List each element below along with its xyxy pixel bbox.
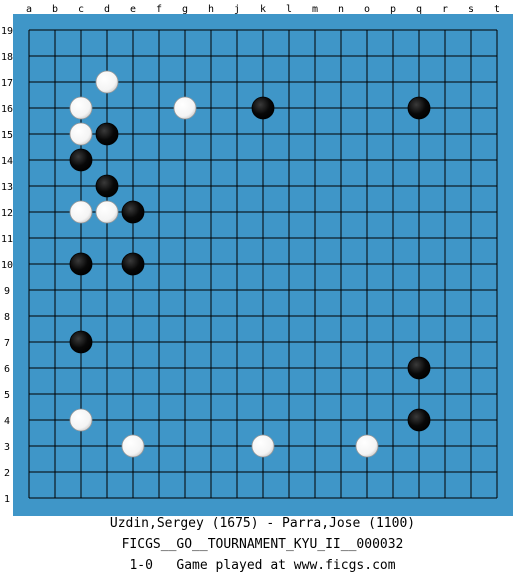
row-label: 6 bbox=[4, 364, 10, 375]
black-stone-c10 bbox=[69, 252, 93, 276]
white-stone-c15 bbox=[69, 122, 93, 146]
row-label: 11 bbox=[1, 234, 13, 245]
black-stone-c14 bbox=[69, 148, 93, 172]
result-caption: 1-0 Game played at www.ficgs.com bbox=[129, 558, 396, 573]
column-label: f bbox=[156, 4, 162, 15]
column-label: r bbox=[442, 4, 448, 15]
column-label: g bbox=[182, 4, 188, 15]
column-label: o bbox=[364, 4, 370, 15]
column-label: t bbox=[494, 4, 500, 15]
black-stone-c7 bbox=[69, 330, 93, 354]
players-caption: Uzdin,Sergey (1675) - Parra,Jose (1100) bbox=[109, 516, 416, 531]
row-label: 12 bbox=[1, 208, 13, 219]
black-stone-q16 bbox=[407, 96, 431, 120]
event-caption: FICGS__GO__TOURNAMENT_KYU_II__000032 bbox=[121, 537, 404, 552]
column-label: l bbox=[286, 4, 292, 15]
black-stone-d15 bbox=[95, 122, 119, 146]
white-stone-k3 bbox=[251, 434, 275, 458]
white-stone-d17 bbox=[95, 70, 119, 94]
black-stone-e10 bbox=[121, 252, 145, 276]
column-label: a bbox=[26, 4, 32, 15]
row-label: 3 bbox=[4, 442, 10, 453]
white-stone-d12 bbox=[95, 200, 119, 224]
column-label: b bbox=[52, 4, 58, 15]
column-label: k bbox=[260, 4, 266, 15]
row-label: 18 bbox=[1, 52, 13, 63]
white-stone-c4 bbox=[69, 408, 93, 432]
column-label: j bbox=[234, 4, 240, 15]
column-label: c bbox=[78, 4, 84, 15]
white-stone-c16 bbox=[69, 96, 93, 120]
black-stone-q4 bbox=[407, 408, 431, 432]
row-label: 15 bbox=[1, 130, 13, 141]
go-board-svg: a b c d e f g h j k l m n o p q r s t191817161514131211109… bbox=[0, 4, 513, 516]
row-label: 13 bbox=[1, 182, 13, 193]
row-label: 16 bbox=[1, 104, 13, 115]
black-stone-k16 bbox=[251, 96, 275, 120]
column-label: d bbox=[104, 4, 110, 15]
column-label: n bbox=[338, 4, 344, 15]
white-stone-e3 bbox=[121, 434, 145, 458]
column-label: h bbox=[208, 4, 214, 15]
row-label: 2 bbox=[4, 468, 10, 479]
row-label: 4 bbox=[4, 416, 10, 427]
row-label: 19 bbox=[1, 26, 13, 37]
column-label: p bbox=[390, 4, 396, 15]
row-label: 14 bbox=[1, 156, 13, 167]
row-label: 10 bbox=[1, 260, 13, 271]
white-stone-c12 bbox=[69, 200, 93, 224]
white-stone-g16 bbox=[173, 96, 197, 120]
black-stone-q6 bbox=[407, 356, 431, 380]
row-label: 1 bbox=[4, 494, 10, 505]
black-stone-e12 bbox=[121, 200, 145, 224]
go-board: a b c d e f g h j k l m n o p q r s t 19 18 17 16 15 14 13 12 11 10 9… bbox=[0, 4, 513, 516]
column-label: m bbox=[312, 4, 318, 15]
row-label: 17 bbox=[1, 78, 13, 89]
row-label: 5 bbox=[4, 390, 10, 401]
white-stone-o3 bbox=[355, 434, 379, 458]
column-label: e bbox=[130, 4, 136, 15]
column-label: s bbox=[468, 4, 474, 15]
row-label: 8 bbox=[4, 312, 10, 323]
row-label: 9 bbox=[4, 286, 10, 297]
black-stone-d13 bbox=[95, 174, 119, 198]
row-label: 7 bbox=[4, 338, 10, 349]
column-label: q bbox=[416, 4, 422, 15]
